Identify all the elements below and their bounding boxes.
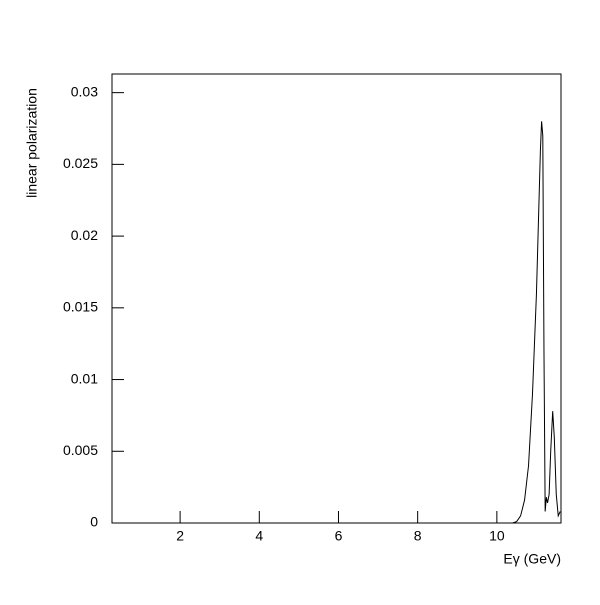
y-tick-label: 0.015	[63, 299, 98, 315]
x-tick-label: 6	[335, 528, 343, 544]
y-tick-label: 0.005	[63, 442, 98, 458]
x-tick-label: 2	[176, 528, 184, 544]
y-tick-label: 0.025	[63, 155, 98, 171]
y-tick-label: 0.02	[71, 227, 98, 243]
plot-frame	[111, 73, 562, 524]
x-tick-label: 10	[489, 528, 505, 544]
x-tick-label: 8	[414, 528, 422, 544]
y-tick-label: 0.03	[71, 83, 98, 99]
data-line	[112, 121, 561, 524]
y-tick-label: 0.01	[71, 370, 98, 386]
y-tick-label: 0	[90, 514, 98, 530]
y-axis-label: linear polarization	[24, 88, 40, 198]
x-tick-label: 4	[255, 528, 263, 544]
x-axis-label: Eγ (GeV)	[503, 551, 561, 567]
